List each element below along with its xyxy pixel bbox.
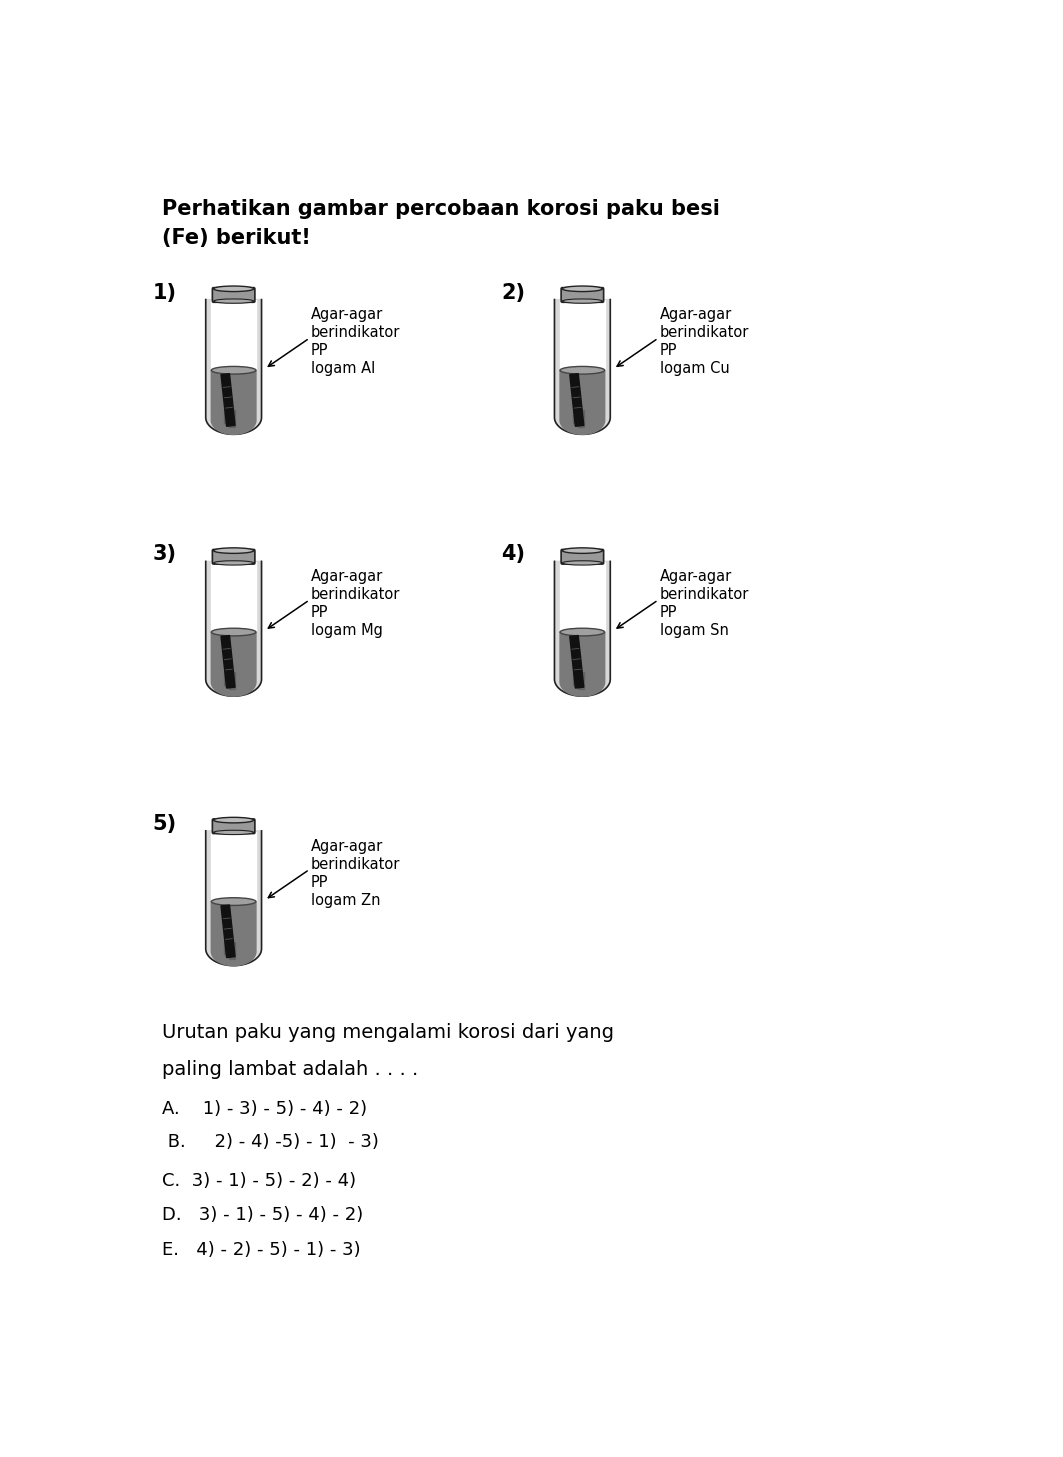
Polygon shape [212,632,256,696]
Polygon shape [230,411,235,427]
Ellipse shape [562,299,603,303]
FancyBboxPatch shape [561,287,604,302]
Polygon shape [560,370,605,434]
Ellipse shape [214,817,254,823]
Polygon shape [578,672,584,689]
Text: Agar-agar
berindikator
PP
logam Cu: Agar-agar berindikator PP logam Cu [660,307,749,376]
Ellipse shape [560,628,605,635]
FancyBboxPatch shape [213,819,255,833]
Polygon shape [221,373,235,427]
Text: 4): 4) [501,545,525,564]
Polygon shape [206,561,261,696]
Text: (Fe) berikut!: (Fe) berikut! [163,227,311,248]
Polygon shape [570,635,584,688]
Polygon shape [560,632,605,696]
Polygon shape [555,300,610,434]
FancyBboxPatch shape [213,287,255,302]
Polygon shape [212,370,256,434]
Polygon shape [221,635,235,688]
FancyBboxPatch shape [561,549,604,564]
Ellipse shape [560,366,605,374]
Ellipse shape [214,561,254,565]
Polygon shape [212,832,256,902]
Ellipse shape [214,299,254,303]
Polygon shape [570,373,584,427]
Text: A.    1) - 3) - 5) - 4) - 2): A. 1) - 3) - 5) - 4) - 2) [163,1100,368,1119]
Text: paling lambat adalah . . . .: paling lambat adalah . . . . [163,1061,419,1080]
Ellipse shape [212,898,256,905]
Text: 1): 1) [152,283,176,303]
Ellipse shape [212,366,256,374]
Text: B.     2) - 4) -5) - 1)  - 3): B. 2) - 4) -5) - 1) - 3) [163,1134,379,1151]
Text: Perhatikan gambar percobaan korosi paku besi: Perhatikan gambar percobaan korosi paku … [163,200,721,220]
Text: Urutan paku yang mengalami korosi dari yang: Urutan paku yang mengalami korosi dari y… [163,1023,614,1042]
Polygon shape [578,411,584,427]
Ellipse shape [214,830,254,835]
Ellipse shape [562,548,603,554]
Text: 3): 3) [152,545,176,564]
Polygon shape [560,562,605,632]
Text: Agar-agar
berindikator
PP
logam Zn: Agar-agar berindikator PP logam Zn [311,839,401,908]
Polygon shape [230,941,235,959]
Polygon shape [224,411,231,423]
Polygon shape [224,941,231,954]
Polygon shape [573,672,579,685]
Polygon shape [224,672,231,685]
Text: D.   3) - 1) - 5) - 4) - 2): D. 3) - 1) - 5) - 4) - 2) [163,1206,364,1224]
Text: 2): 2) [501,283,525,303]
Polygon shape [212,902,256,966]
Ellipse shape [562,561,603,565]
Text: C.  3) - 1) - 5) - 2) - 4): C. 3) - 1) - 5) - 2) - 4) [163,1171,356,1190]
FancyBboxPatch shape [213,549,255,564]
Polygon shape [555,561,610,696]
Polygon shape [212,562,256,632]
Polygon shape [206,830,261,966]
Text: Agar-agar
berindikator
PP
logam Sn: Agar-agar berindikator PP logam Sn [660,570,749,638]
Text: Agar-agar
berindikator
PP
logam Mg: Agar-agar berindikator PP logam Mg [311,570,401,638]
Text: 5): 5) [152,814,176,833]
Polygon shape [221,905,235,957]
Polygon shape [230,672,235,689]
Text: E.   4) - 2) - 5) - 1) - 3): E. 4) - 2) - 5) - 1) - 3) [163,1241,361,1259]
Ellipse shape [214,286,254,291]
Polygon shape [206,300,261,434]
Polygon shape [212,300,256,370]
Polygon shape [573,411,579,423]
Ellipse shape [214,548,254,554]
Ellipse shape [562,286,603,291]
Text: Agar-agar
berindikator
PP
logam Al: Agar-agar berindikator PP logam Al [311,307,401,376]
Polygon shape [560,300,605,370]
Ellipse shape [212,628,256,635]
